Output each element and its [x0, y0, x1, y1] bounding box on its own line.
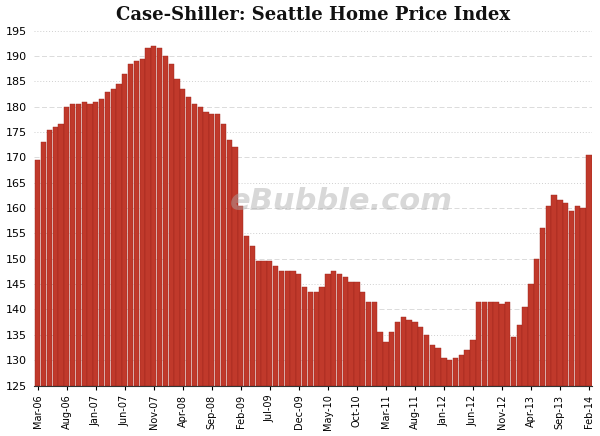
Bar: [110, 89, 116, 385]
Bar: [331, 272, 337, 385]
Bar: [470, 340, 476, 385]
Bar: [122, 74, 127, 385]
Bar: [82, 102, 87, 385]
Bar: [238, 205, 244, 385]
Bar: [88, 104, 92, 385]
Bar: [325, 274, 331, 385]
Bar: [430, 345, 435, 385]
Bar: [53, 127, 58, 385]
Bar: [575, 205, 580, 385]
Bar: [58, 124, 64, 385]
Bar: [447, 360, 452, 385]
Bar: [505, 302, 511, 385]
Bar: [47, 129, 52, 385]
Bar: [209, 114, 214, 385]
Bar: [337, 274, 342, 385]
Bar: [151, 46, 157, 385]
Bar: [134, 61, 139, 385]
Bar: [157, 48, 162, 385]
Bar: [41, 142, 46, 385]
Bar: [290, 272, 296, 385]
Bar: [412, 322, 418, 385]
Bar: [250, 246, 255, 385]
Bar: [545, 205, 551, 385]
Bar: [186, 96, 191, 385]
Bar: [256, 261, 261, 385]
Bar: [93, 102, 98, 385]
Bar: [70, 104, 75, 385]
Bar: [453, 358, 458, 385]
Bar: [557, 201, 563, 385]
Bar: [180, 89, 185, 385]
Bar: [488, 302, 493, 385]
Bar: [273, 266, 278, 385]
Bar: [586, 155, 592, 385]
Bar: [464, 350, 470, 385]
Bar: [563, 203, 568, 385]
Bar: [551, 195, 557, 385]
Bar: [105, 92, 110, 385]
Bar: [389, 332, 394, 385]
Title: Case-Shiller: Seattle Home Price Index: Case-Shiller: Seattle Home Price Index: [116, 6, 511, 24]
Bar: [145, 48, 151, 385]
Bar: [192, 104, 197, 385]
Bar: [262, 261, 266, 385]
Bar: [499, 304, 505, 385]
Bar: [175, 79, 179, 385]
Bar: [360, 292, 365, 385]
Bar: [523, 307, 528, 385]
Bar: [314, 292, 319, 385]
Bar: [534, 259, 539, 385]
Bar: [163, 56, 168, 385]
Bar: [284, 272, 290, 385]
Bar: [267, 261, 272, 385]
Bar: [482, 302, 487, 385]
Bar: [441, 358, 446, 385]
Bar: [354, 282, 359, 385]
Bar: [296, 274, 301, 385]
Bar: [319, 287, 325, 385]
Bar: [436, 347, 441, 385]
Bar: [406, 320, 412, 385]
Bar: [401, 317, 406, 385]
Bar: [377, 332, 383, 385]
Bar: [349, 282, 354, 385]
Bar: [116, 84, 122, 385]
Bar: [244, 236, 249, 385]
Bar: [197, 107, 203, 385]
Bar: [302, 287, 307, 385]
Bar: [308, 292, 313, 385]
Bar: [232, 147, 238, 385]
Bar: [99, 99, 104, 385]
Bar: [279, 272, 284, 385]
Bar: [371, 302, 377, 385]
Bar: [580, 208, 586, 385]
Bar: [458, 355, 464, 385]
Bar: [528, 284, 533, 385]
Bar: [35, 160, 40, 385]
Bar: [169, 64, 174, 385]
Bar: [215, 114, 220, 385]
Bar: [383, 342, 389, 385]
Bar: [517, 325, 522, 385]
Bar: [64, 107, 70, 385]
Bar: [418, 327, 424, 385]
Bar: [540, 228, 545, 385]
Bar: [511, 337, 516, 385]
Bar: [221, 124, 226, 385]
Bar: [203, 112, 209, 385]
Bar: [395, 322, 400, 385]
Bar: [128, 64, 133, 385]
Bar: [343, 276, 348, 385]
Bar: [366, 302, 371, 385]
Bar: [424, 335, 429, 385]
Bar: [569, 211, 574, 385]
Bar: [227, 140, 232, 385]
Text: eBubble.com: eBubble.com: [230, 187, 453, 215]
Bar: [476, 302, 481, 385]
Bar: [140, 58, 145, 385]
Bar: [493, 302, 499, 385]
Bar: [76, 104, 81, 385]
